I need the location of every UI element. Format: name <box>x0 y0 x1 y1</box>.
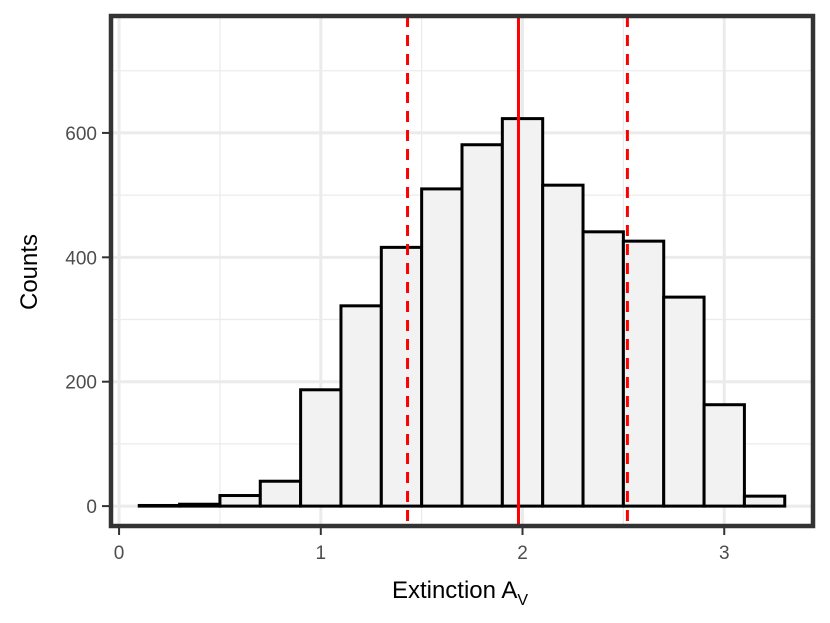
histogram-bar <box>581 230 625 508</box>
axis-ticks: 0 1 2 3 0 200 400 600 <box>65 124 729 564</box>
histogram-bar <box>621 239 666 508</box>
x-tick-label: 1 <box>316 543 327 564</box>
histogram-bar <box>379 245 424 508</box>
histogram-bar <box>541 183 585 508</box>
histogram-bar <box>500 117 545 508</box>
histogram-bar <box>178 502 222 508</box>
x-axis-title-main: Extinction A <box>392 577 517 604</box>
histogram-bar <box>460 143 504 508</box>
y-axis-title: Counts <box>16 234 43 310</box>
histogram-bar <box>258 479 303 508</box>
histogram-bar <box>702 403 746 508</box>
y-tick-label: 200 <box>65 373 97 394</box>
y-tick-label: 400 <box>65 248 97 269</box>
panel-border <box>108 13 816 529</box>
y-tick-label: 0 <box>86 497 97 518</box>
histogram-bar <box>662 295 706 508</box>
x-tick-label: 2 <box>517 543 528 564</box>
histogram-bar <box>137 503 182 508</box>
y-tick-label: 600 <box>65 124 97 145</box>
histogram-bar <box>299 388 343 508</box>
reference-lines <box>406 16 629 526</box>
histogram-bar <box>420 187 464 508</box>
x-tick-label: 0 <box>114 543 125 564</box>
x-tick-label: 3 <box>719 543 730 564</box>
histogram-bars <box>137 117 787 508</box>
histogram-bar <box>218 494 262 508</box>
histogram-bar <box>339 304 383 508</box>
histogram-bar <box>742 494 787 508</box>
x-axis-title-subscript: V <box>517 592 528 609</box>
x-axis-title: Extinction AV <box>392 577 528 609</box>
